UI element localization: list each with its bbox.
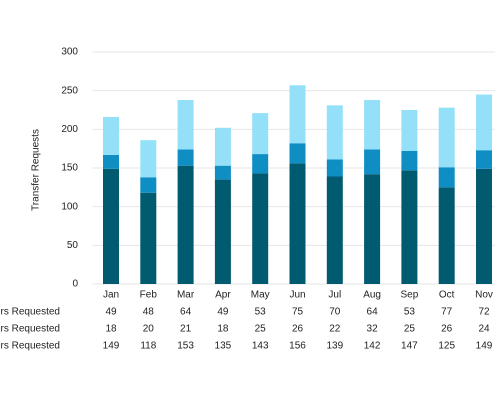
- bar-segment: [252, 154, 269, 174]
- table-cell: 49: [105, 307, 117, 318]
- table-cell: 32: [367, 324, 379, 335]
- bar-segment: [289, 143, 306, 164]
- table-cell: 25: [255, 324, 267, 335]
- table-cell: 21: [180, 324, 192, 335]
- y-tick-label: 150: [61, 163, 78, 174]
- bar-segment: [326, 176, 343, 284]
- table-cell: 26: [292, 324, 304, 335]
- y-tick-label: 50: [67, 240, 79, 251]
- bar-segment: [326, 159, 343, 177]
- x-tick-label: May: [251, 290, 270, 301]
- bar-segment: [214, 179, 231, 284]
- bar-segment: [214, 165, 231, 180]
- y-tick-label: 200: [61, 124, 78, 135]
- bar-segment: [140, 140, 157, 178]
- table-cell: 72: [478, 307, 490, 318]
- table-cell: 24: [478, 324, 490, 335]
- bar-segment: [252, 173, 269, 284]
- x-tick-label: Apr: [215, 290, 231, 301]
- table-cell: 156: [289, 341, 306, 352]
- bar-segment: [364, 99, 381, 150]
- bar-segment: [364, 149, 381, 175]
- x-tick-label: Mar: [177, 290, 195, 301]
- bar-segment: [103, 154, 119, 169]
- table-cell: 153: [177, 341, 194, 352]
- bar-segment: [103, 116, 119, 155]
- y-tick-label: 300: [61, 47, 78, 58]
- x-tick-label: Sep: [401, 290, 419, 301]
- table-cell: 125: [438, 341, 455, 352]
- bar-segment: [177, 99, 194, 150]
- bar-segment: [140, 192, 157, 284]
- x-tick-label: Nov: [475, 290, 493, 301]
- table-cell: 149: [476, 341, 493, 352]
- table-cell: 22: [329, 324, 341, 335]
- table-cell: 143: [252, 341, 269, 352]
- table-cell: 49: [217, 307, 229, 318]
- bar-segment: [401, 170, 418, 284]
- table-cell: 25: [404, 324, 416, 335]
- bar-segment: [289, 163, 306, 284]
- table-cell: 135: [215, 341, 232, 352]
- table-cell: 147: [401, 341, 418, 352]
- bar-segment: [438, 167, 455, 188]
- y-tick-label: 0: [72, 279, 78, 290]
- bar-segment: [476, 168, 492, 284]
- table-cell: 149: [103, 341, 120, 352]
- bar-segment: [214, 127, 231, 166]
- table-cell: 18: [105, 324, 117, 335]
- x-tick-label: Jun: [289, 290, 305, 301]
- x-tick-label: Jul: [328, 290, 341, 301]
- bar-segment: [476, 94, 492, 151]
- bar-segment: [177, 149, 194, 166]
- y-tick-label: 250: [61, 85, 78, 96]
- table-cell: 64: [180, 307, 192, 318]
- bar-segment: [252, 113, 269, 155]
- table-cell: 53: [255, 307, 267, 318]
- table-cell: 75: [292, 307, 304, 318]
- bar-segment: [401, 150, 418, 171]
- bar-segment: [476, 150, 492, 169]
- table-cell: 18: [217, 324, 229, 335]
- bar-segment: [289, 85, 306, 144]
- table-cell: 77: [441, 307, 453, 318]
- bar-segment: [177, 165, 194, 284]
- bar-segment: [140, 177, 157, 193]
- table-row-label: nsfers Requested: [0, 341, 60, 352]
- x-tick-label: Jan: [103, 290, 119, 301]
- x-tick-label: Aug: [363, 290, 381, 301]
- table-cell: 142: [364, 341, 381, 352]
- table-cell: 26: [441, 324, 453, 335]
- y-tick-label: 100: [61, 201, 78, 212]
- table-cell: 53: [404, 307, 416, 318]
- table-row-label: nsfers Requested: [0, 324, 60, 335]
- x-tick-label: Oct: [439, 290, 455, 301]
- y-axis-label: Transfer Requests: [31, 129, 42, 211]
- bar-segment: [326, 105, 343, 160]
- bar-segment: [401, 110, 418, 151]
- bar-segment: [438, 187, 455, 284]
- table-cell: 139: [326, 341, 343, 352]
- table-cell: 70: [329, 307, 341, 318]
- bar-segment: [364, 174, 381, 284]
- table-cell: 64: [367, 307, 379, 318]
- table-cell: 20: [143, 324, 155, 335]
- x-tick-label: Feb: [140, 290, 158, 301]
- table-cell: 48: [143, 307, 155, 318]
- bar-segment: [103, 168, 119, 284]
- bar-segment: [438, 107, 455, 168]
- table-cell: 118: [140, 341, 156, 352]
- table-row-label: nsfers Requested: [0, 307, 60, 318]
